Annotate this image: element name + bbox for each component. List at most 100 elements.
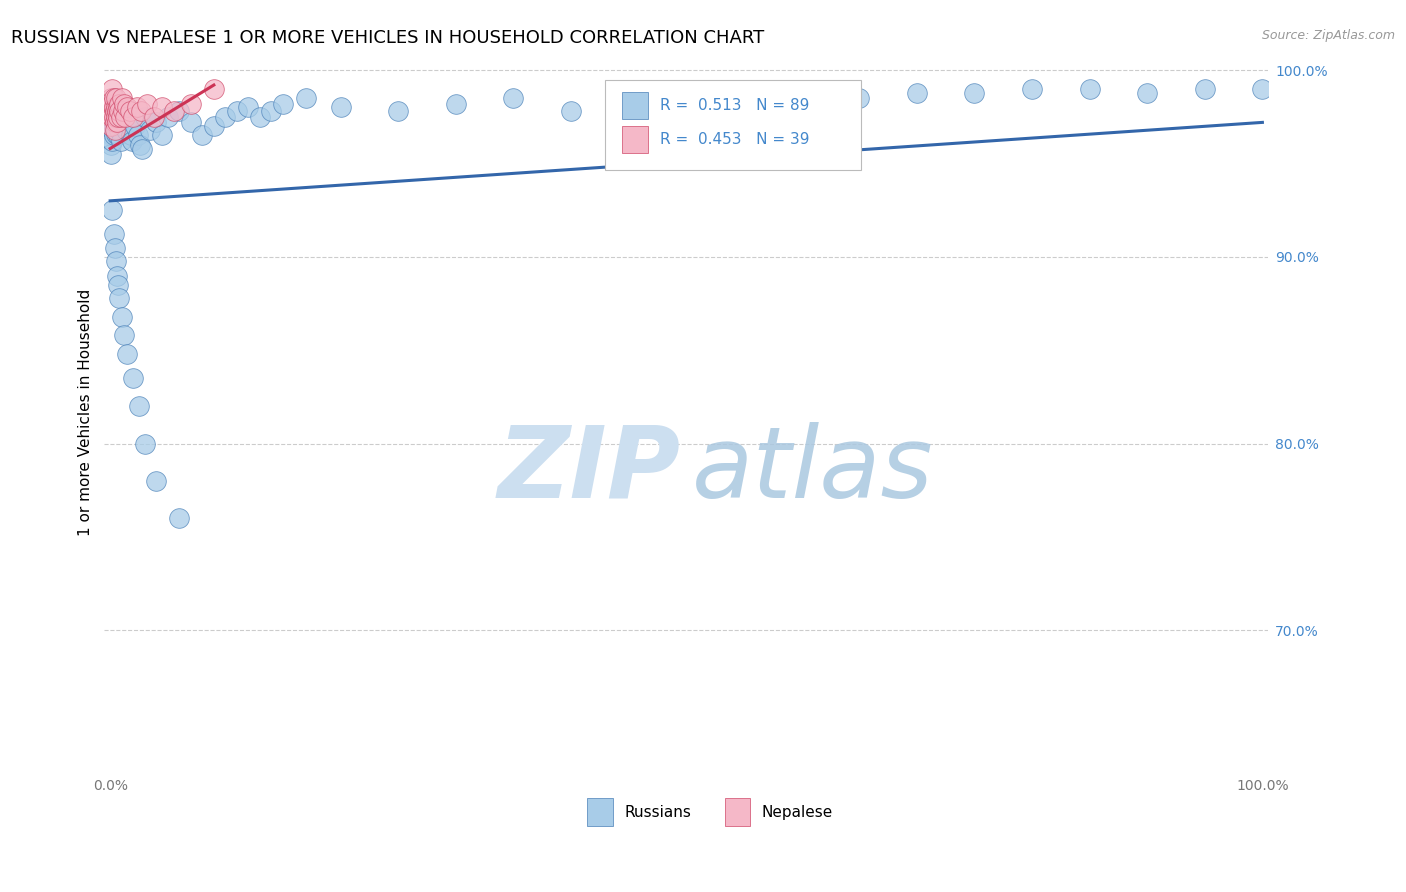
Point: [122, 110, 145, 124]
Point: [100, 119, 122, 133]
Point: [1194, 82, 1216, 96]
Point: [117, 100, 139, 114]
Point: [108, 104, 131, 119]
Point: [112, 110, 135, 124]
Point: [1251, 82, 1274, 96]
Point: [104, 110, 127, 124]
Point: [108, 123, 131, 137]
Point: [105, 104, 128, 119]
Point: [905, 86, 928, 100]
Point: [104, 127, 127, 141]
Point: [105, 110, 128, 124]
Point: [848, 91, 870, 105]
Point: [100, 110, 122, 124]
Point: [162, 104, 184, 119]
Point: [103, 128, 125, 143]
Point: [145, 474, 167, 488]
Point: [134, 110, 156, 124]
Point: [122, 110, 145, 124]
Point: [103, 100, 125, 114]
Text: R =  0.453   N = 39: R = 0.453 N = 39: [659, 132, 808, 147]
Point: [101, 82, 124, 96]
Point: [169, 104, 191, 119]
Point: [111, 119, 134, 133]
Point: [111, 310, 134, 324]
Point: [129, 104, 152, 119]
Point: [103, 227, 125, 242]
Point: [502, 91, 524, 105]
Point: [103, 91, 125, 105]
Point: [103, 110, 125, 124]
Point: [101, 134, 124, 148]
Point: [104, 253, 127, 268]
Point: [560, 104, 582, 119]
Point: [790, 86, 813, 100]
Text: Nepalese: Nepalese: [762, 805, 834, 820]
Point: [104, 100, 127, 114]
Point: [100, 110, 122, 124]
Point: [104, 115, 127, 129]
Point: [105, 119, 128, 133]
Point: [169, 511, 191, 525]
Point: [142, 110, 165, 124]
Point: [214, 110, 236, 124]
Point: [110, 110, 132, 124]
Point: [271, 96, 294, 111]
Point: [111, 104, 134, 119]
Point: [114, 115, 136, 129]
Point: [112, 328, 135, 343]
Point: [329, 100, 352, 114]
Point: [156, 110, 179, 124]
Point: [115, 123, 138, 137]
Point: [111, 110, 134, 124]
Point: [121, 134, 143, 148]
Point: [104, 100, 127, 114]
Bar: [588, 798, 613, 826]
Point: [107, 100, 129, 114]
Y-axis label: 1 or more Vehicles in Household: 1 or more Vehicles in Household: [79, 289, 93, 536]
Point: [107, 128, 129, 143]
Point: [101, 110, 124, 124]
Point: [104, 110, 127, 124]
Point: [295, 91, 318, 105]
Point: [1021, 82, 1043, 96]
Point: [112, 96, 135, 111]
Point: [101, 100, 124, 114]
Point: [104, 91, 127, 105]
Point: [180, 96, 202, 111]
Point: [103, 115, 125, 129]
Point: [107, 115, 129, 129]
Point: [108, 110, 131, 124]
Point: [104, 104, 127, 119]
FancyBboxPatch shape: [605, 80, 860, 169]
Point: [104, 123, 127, 137]
Bar: [623, 126, 648, 153]
Text: RUSSIAN VS NEPALESE 1 OR MORE VEHICLES IN HOUSEHOLD CORRELATION CHART: RUSSIAN VS NEPALESE 1 OR MORE VEHICLES I…: [11, 29, 765, 46]
Point: [191, 128, 214, 143]
Point: [202, 119, 225, 133]
Point: [127, 128, 149, 143]
Point: [134, 436, 156, 450]
Point: [150, 128, 173, 143]
Point: [111, 100, 134, 114]
Point: [105, 115, 128, 129]
Point: [387, 104, 409, 119]
Point: [1078, 82, 1101, 96]
Point: [125, 100, 148, 114]
Point: [118, 119, 141, 133]
Point: [145, 115, 167, 129]
Text: R =  0.513   N = 89: R = 0.513 N = 89: [659, 98, 808, 112]
Point: [120, 128, 142, 143]
Bar: [623, 92, 648, 119]
Point: [675, 91, 697, 105]
Point: [128, 400, 150, 414]
Point: [101, 123, 124, 137]
Point: [202, 82, 225, 96]
Point: [104, 115, 127, 129]
Point: [150, 100, 173, 114]
Point: [103, 91, 125, 105]
Point: [103, 104, 125, 119]
Point: [117, 347, 139, 361]
Point: [107, 110, 129, 124]
Point: [101, 96, 124, 111]
